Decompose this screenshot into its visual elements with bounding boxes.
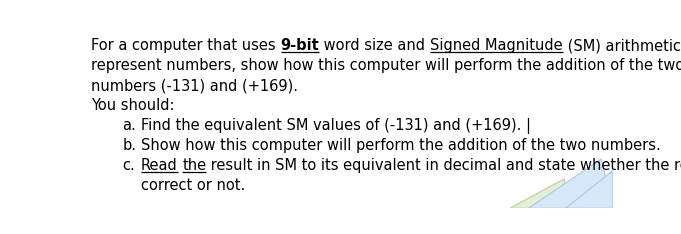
Text: For a computer that uses: For a computer that uses xyxy=(91,38,281,53)
Text: 9-bit: 9-bit xyxy=(281,38,319,53)
Text: c.: c. xyxy=(123,158,135,173)
Text: result in SM to its equivalent in decimal and state whether the result is: result in SM to its equivalent in decima… xyxy=(206,158,681,173)
Text: You should:: You should: xyxy=(91,98,175,113)
Polygon shape xyxy=(510,179,570,208)
Text: word size and: word size and xyxy=(319,38,430,53)
Text: the: the xyxy=(183,158,206,173)
Text: Read: Read xyxy=(141,158,178,173)
Text: Show how this computer will perform the addition of the two numbers.: Show how this computer will perform the … xyxy=(141,138,661,153)
Text: numbers (-131) and (+169).: numbers (-131) and (+169). xyxy=(91,78,298,93)
Text: Find the equivalent SM values of (-131) and (+169). |: Find the equivalent SM values of (-131) … xyxy=(141,118,531,134)
Text: correct or not.: correct or not. xyxy=(141,178,245,193)
Polygon shape xyxy=(528,159,613,208)
Text: represent numbers, show how this computer will perform the addition of the two d: represent numbers, show how this compute… xyxy=(91,58,681,73)
Text: b.: b. xyxy=(123,138,136,153)
Text: (SM) arithmetic to: (SM) arithmetic to xyxy=(563,38,681,53)
Text: a.: a. xyxy=(123,118,136,133)
Text: Signed Magnitude: Signed Magnitude xyxy=(430,38,563,53)
Polygon shape xyxy=(566,171,613,208)
